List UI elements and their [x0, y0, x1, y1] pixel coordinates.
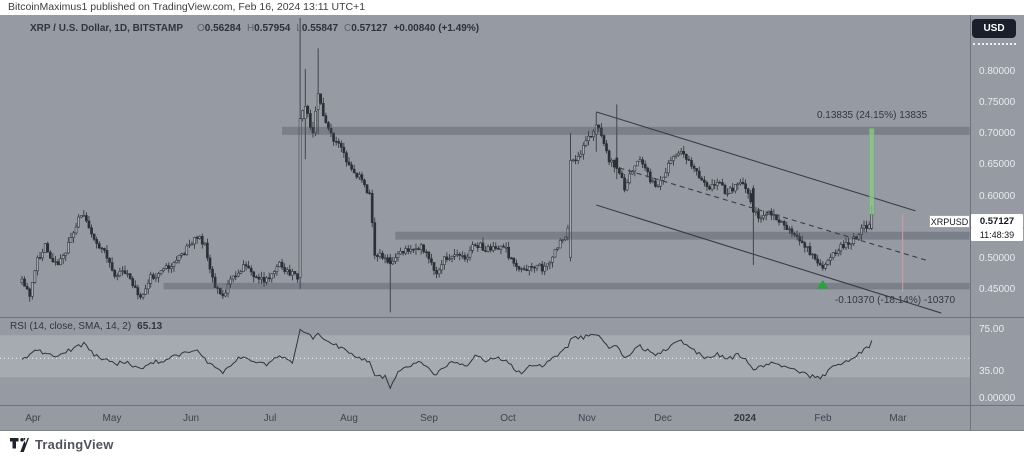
- attribution-text: BitcoinMaximus1 published on TradingView…: [8, 1, 366, 13]
- time-axis-label: Sep: [420, 413, 438, 424]
- candles-layer: [20, 18, 874, 313]
- fib-extension-up-label: 0.13835 (24.15%) 13835: [816, 110, 928, 121]
- price-axis-tick: 0.80000: [979, 66, 1016, 77]
- rsi-title: RSI (14, close, SMA, 14, 2): [10, 321, 132, 332]
- open-label: O: [197, 23, 205, 34]
- fine-print-artifact: [973, 43, 1016, 45]
- up-arrow-marker: [816, 280, 829, 290]
- time-axis-label: May: [102, 413, 122, 424]
- rsi-value: 65.13: [137, 321, 163, 332]
- mid-zone: [395, 231, 970, 240]
- rsi-axis-tick: 0.00000: [979, 393, 1016, 404]
- chart-background: [0, 15, 1024, 431]
- price-axis-tick: 0.45000: [979, 284, 1016, 295]
- projection-bar: [868, 127, 875, 215]
- price-axis-tick: 0.70000: [979, 128, 1016, 140]
- price-zones-layer: [163, 126, 970, 290]
- change-value: +0.00840 (+1.49%): [393, 23, 480, 34]
- time-axis-label: Nov: [578, 413, 596, 424]
- time-axis-label: 2024: [733, 413, 757, 424]
- open-value: 0.56284: [204, 23, 241, 34]
- time-axis-label: Jul: [263, 413, 277, 424]
- time-axis-label: Dec: [654, 413, 672, 424]
- price-axis-tick: 0.60000: [979, 190, 1016, 202]
- close-label: C: [344, 23, 352, 34]
- time-axis-label: Apr: [25, 413, 41, 424]
- time-axis-label: Mar: [889, 413, 907, 424]
- rsi-axis-tick: 35.00: [979, 366, 1005, 377]
- rsi-band: [0, 335, 970, 378]
- time-axis-label: Aug: [340, 413, 358, 424]
- time-axis-label: Feb: [814, 413, 832, 424]
- support-zone: [163, 282, 970, 290]
- symbol-legend: XRP / U.S. Dollar, 1D, BITSTAMP O0.56284 H…: [30, 23, 479, 34]
- price-axis[interactable]: 0.80000 0.75000 0.70000 0.65000 0.60000 0.500…: [970, 15, 1024, 431]
- time-axis-label: Oct: [500, 413, 516, 424]
- rsi-layer: [0, 328, 970, 390]
- tradingview-footer-link[interactable]: TradingView: [10, 437, 114, 452]
- symbol-title: XRP / U.S. Dollar, 1D, BITSTAMP: [30, 23, 183, 34]
- rsi-axis-tick: 75.00: [979, 324, 1005, 335]
- close-value: 0.57127: [351, 23, 388, 34]
- tradingview-logo-icon: [10, 437, 29, 452]
- time-axis[interactable]: Apr May Jun Jul Aug Sep Oct Nov Dec 2024 Feb Mar: [0, 406, 1024, 431]
- separators-layer: [0, 15, 1024, 431]
- last-price-tag: 0.57127: [971, 214, 1023, 228]
- low-label: L: [296, 23, 302, 34]
- rsi-legend: RSI (14, close, SMA, 14, 2) 65.13: [10, 321, 162, 332]
- bar-countdown-tag: 11:48:39: [971, 228, 1023, 241]
- price-axis-tick: 0.65000: [979, 159, 1016, 171]
- currency-toggle-button[interactable]: USD: [972, 19, 1016, 38]
- price-axis-tick: 0.50000: [979, 252, 1016, 264]
- low-value: 0.55847: [301, 23, 339, 34]
- resistance-zone: [282, 126, 970, 135]
- symbol-price-tag: XRPUSD: [929, 215, 970, 228]
- high-label: H: [246, 23, 255, 34]
- time-axis-label: Jun: [182, 413, 200, 424]
- high-value: 0.57954: [254, 23, 291, 34]
- rsi-line: [21, 328, 873, 390]
- fib-extension-down-label: -0.10370 (-18.14%) -10370: [834, 295, 955, 306]
- tradingview-brand-text: TradingView: [35, 437, 114, 452]
- price-axis-tick: 0.75000: [979, 97, 1016, 109]
- drawings-layer: [596, 111, 942, 314]
